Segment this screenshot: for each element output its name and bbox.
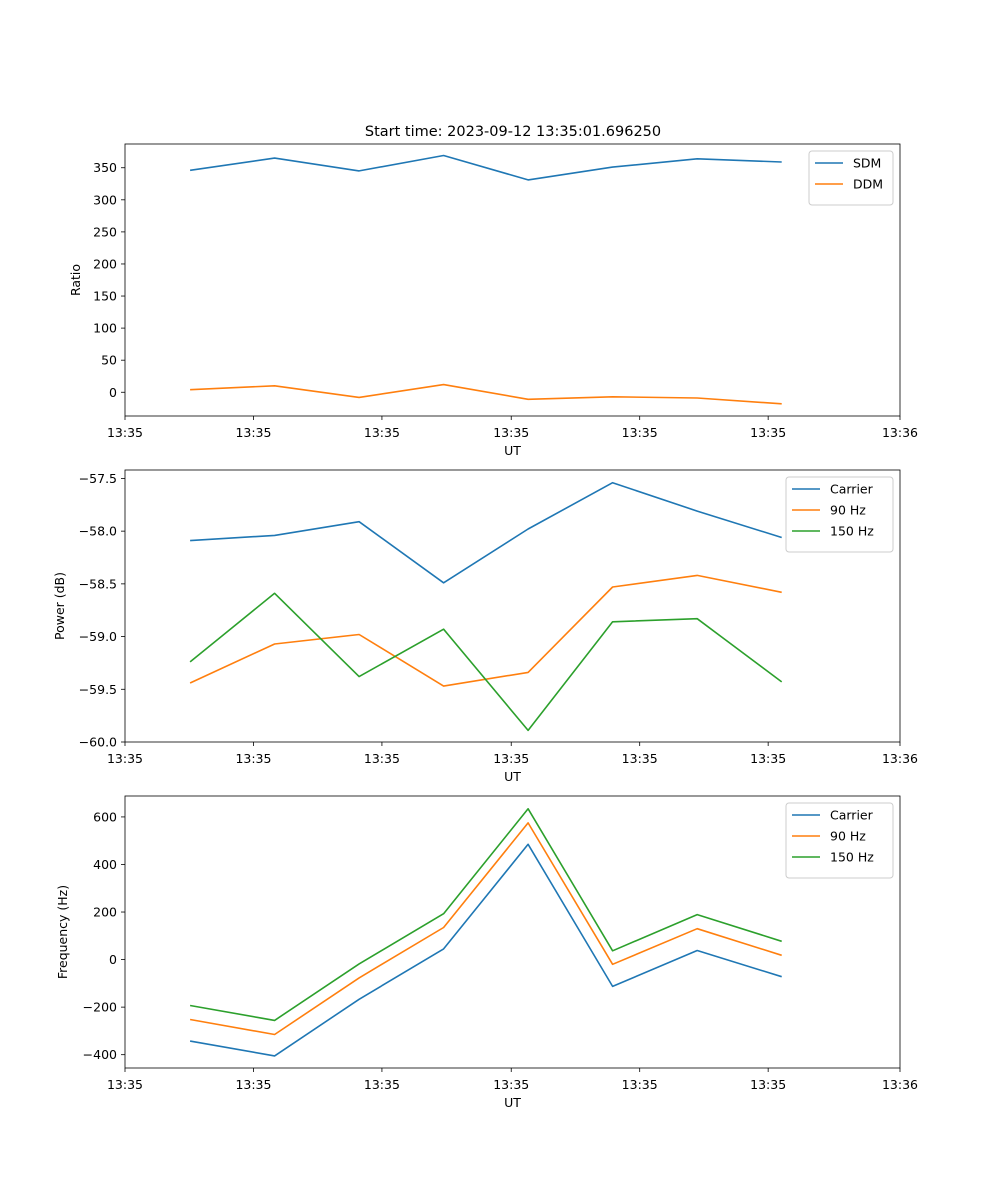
axes-frame (124, 795, 901, 1069)
series-line-150-hz (189, 807, 782, 1022)
legend: Carrier 90 Hz 150 Hz (785, 476, 894, 553)
y-tick-label: 0 (109, 952, 117, 967)
x-tick-label: 13:35 (364, 425, 400, 440)
legend-entry: SDM (853, 156, 881, 171)
y-tick-label: 200 (93, 905, 117, 920)
y-tick-label: −60.0 (79, 735, 117, 750)
legend-entry: Carrier (830, 808, 874, 823)
x-tick-label: 13:35 (235, 425, 271, 440)
subplot-3: −400 −200 0 200 400 600 13:35 13:35 13:35 13:35 13… (55, 795, 918, 1110)
y-axis-label: Frequency (Hz) (55, 885, 70, 979)
y-tick-label: 350 (93, 160, 117, 175)
x-tick-label: 13:35 (493, 1077, 529, 1092)
y-axis-label: Ratio (68, 264, 83, 296)
series-line-90-hz (189, 822, 782, 1036)
x-tick-label: 13:35 (750, 1077, 786, 1092)
legend: Carrier 90 Hz 150 Hz (785, 802, 894, 879)
y-tick-label: −58.0 (79, 524, 117, 539)
y-tick-label: 250 (93, 224, 117, 239)
series-line-carrier (189, 843, 782, 1057)
x-tick-label: 13:35 (493, 751, 529, 766)
x-axis-label: UT (504, 443, 521, 458)
x-tick-label: 13:35 (493, 425, 529, 440)
y-tick-label: −400 (83, 1047, 117, 1062)
y-tick-label: 150 (93, 289, 117, 304)
legend-entry: 150 Hz (830, 524, 874, 539)
legend-entry: 90 Hz (830, 503, 866, 518)
axes-frame (124, 143, 901, 417)
x-axis-label: UT (504, 769, 521, 784)
legend-box (785, 802, 894, 879)
series-line-ddm (190, 383, 782, 405)
legend-entry: Carrier (830, 482, 874, 497)
y-tick-label: 400 (93, 857, 117, 872)
y-tick-label: −58.5 (79, 576, 117, 591)
x-tick-label: 13:35 (622, 1077, 658, 1092)
legend-box (808, 150, 894, 206)
subplot-2: −60.0 −59.5 −59.0 −58.5 −58.0 −57.5 13:35 13:35… (52, 469, 918, 784)
y-axis-label: Power (dB) (52, 572, 67, 640)
y-tick-label: 0 (109, 385, 117, 400)
y-tick-label: −59.5 (79, 682, 117, 697)
series-line-sdm (189, 154, 782, 181)
x-tick-label: 13:36 (882, 425, 918, 440)
legend-entry: 90 Hz (830, 829, 866, 844)
y-tick-label: −59.0 (79, 629, 117, 644)
y-tick-label: 300 (93, 192, 117, 207)
x-tick-label: 13:35 (235, 1077, 271, 1092)
x-tick-label: 13:35 (622, 425, 658, 440)
y-tick-label: −200 (83, 1000, 117, 1015)
legend-entry: 150 Hz (830, 850, 874, 865)
series-line-90-hz (189, 574, 782, 687)
legend-entry: DDM (853, 177, 883, 192)
y-tick-label: −57.5 (79, 471, 117, 486)
y-tick-label: 200 (93, 256, 117, 271)
y-tick-label: 600 (93, 809, 117, 824)
x-tick-label: 13:35 (364, 751, 400, 766)
figure-title: Start time: 2023-09-12 13:35:01.696250 (365, 124, 661, 140)
legend-box (785, 476, 894, 553)
series-line-150-hz (189, 592, 783, 732)
x-tick-label: 13:35 (107, 1077, 143, 1092)
axes-frame (124, 469, 901, 743)
x-axis-label: UT (504, 1095, 521, 1110)
legend: SDM DDM (808, 150, 894, 206)
series-line-carrier (190, 481, 782, 584)
plot-area: 0 50 100 150 200 250 300 350 13:35 13:35 13:35 13:3… (52, 143, 918, 1110)
x-tick-label: 13:35 (750, 751, 786, 766)
x-tick-label: 13:36 (882, 751, 918, 766)
x-tick-label: 13:35 (107, 751, 143, 766)
x-tick-label: 13:35 (107, 425, 143, 440)
subplot-1: 0 50 100 150 200 250 300 350 13:35 13:35 13:35 13:3… (68, 143, 918, 458)
y-tick-label: 100 (93, 321, 117, 336)
y-tick-label: 50 (101, 353, 117, 368)
x-tick-label: 13:35 (622, 751, 658, 766)
x-tick-label: 13:35 (364, 1077, 400, 1092)
x-tick-label: 13:36 (882, 1077, 918, 1092)
x-tick-label: 13:35 (750, 425, 786, 440)
x-tick-label: 13:35 (235, 751, 271, 766)
